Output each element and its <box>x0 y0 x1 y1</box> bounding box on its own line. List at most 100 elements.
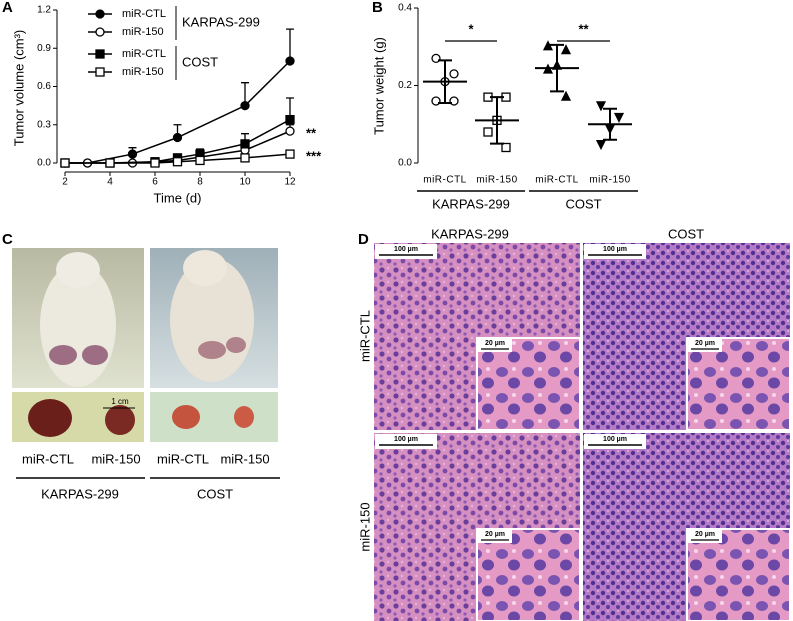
sd-bar <box>550 43 564 93</box>
marker <box>285 115 295 125</box>
category-label: miR-150 <box>589 175 630 186</box>
tumor <box>198 341 226 359</box>
y-tick-label: 0.3 <box>37 119 51 130</box>
y-axis-label: Tumor volume (cm³) <box>11 30 26 147</box>
marker <box>501 142 511 153</box>
marker <box>560 90 572 101</box>
y-tick-label: 0.0 <box>37 158 51 169</box>
legend-label: miR-CTL <box>122 8 166 20</box>
marker <box>285 56 295 66</box>
y-tick-label: 0.6 <box>37 81 51 92</box>
marker <box>240 139 250 149</box>
tumor <box>28 399 72 437</box>
marker <box>240 100 250 111</box>
category-label: miR-CTL <box>535 175 579 186</box>
tumor <box>82 345 108 365</box>
histology: 100 µm 20 µm 100 µm 20 µm 100 µm 20 µm 100 µm 2… <box>374 243 791 621</box>
scale-label: 20 µm <box>485 531 505 538</box>
marker <box>95 9 105 19</box>
tumor <box>226 337 246 353</box>
marker <box>595 139 607 151</box>
significance: ** <box>578 21 589 36</box>
category-label: miR-CTL <box>423 175 467 186</box>
marker <box>105 158 115 168</box>
marker <box>285 126 295 136</box>
group-label: KARPAS-299 <box>41 486 119 501</box>
x-tick-label: 4 <box>107 177 113 188</box>
group-label: COST <box>565 196 601 211</box>
group-label: KARPAS-299 <box>432 196 510 211</box>
marker <box>172 157 183 167</box>
annotation: *** <box>306 149 322 164</box>
panel-letter: D <box>358 231 369 248</box>
sample-label: miR-150 <box>91 451 140 466</box>
marker <box>172 132 183 143</box>
group-label: COST <box>197 486 233 501</box>
x-tick-label: 6 <box>152 177 158 188</box>
x-tick-label: 8 <box>197 177 203 188</box>
sd-bar <box>490 96 504 145</box>
sample-label: miR-CTL <box>157 451 209 466</box>
marker <box>560 44 572 55</box>
legend-label: miR-CTL <box>122 48 166 60</box>
tumor <box>49 345 77 365</box>
sample-label: miR-150 <box>220 451 269 466</box>
marker <box>240 153 250 163</box>
sd-bar <box>603 107 617 141</box>
sample-label: miR-CTL <box>22 451 74 466</box>
panel-letter: C <box>2 231 13 248</box>
scale-label: 100 µm <box>603 246 627 253</box>
marker <box>60 158 70 168</box>
inset-image <box>686 337 791 431</box>
scale-label: 20 µm <box>485 340 505 347</box>
scale-label: 100 µm <box>394 436 418 443</box>
marker <box>195 155 205 166</box>
marker <box>595 101 607 112</box>
column-label: KARPAS-299 <box>431 226 509 241</box>
marker <box>150 158 160 168</box>
x-tick-label: 10 <box>239 177 251 188</box>
y-tick-label: 0.2 <box>398 80 412 91</box>
y-tick-label: 0.4 <box>398 3 412 14</box>
category-label: miR-150 <box>476 175 517 186</box>
inset-image <box>476 337 581 431</box>
y-tick-label: 0.0 <box>398 158 412 169</box>
tumor <box>105 405 135 435</box>
legend-label: miR-150 <box>122 26 164 38</box>
mouse-head <box>183 250 227 286</box>
legend-label: miR-150 <box>122 66 164 78</box>
sd-bar <box>438 59 452 104</box>
legend-group: COST <box>182 54 218 69</box>
marker <box>127 149 138 159</box>
scale-label: 1 cm <box>111 397 129 406</box>
scale-label: 100 µm <box>603 436 627 443</box>
significance: * <box>468 21 474 36</box>
marker <box>613 112 625 123</box>
scale-label: 20 µm <box>695 531 715 538</box>
x-tick-label: 2 <box>62 177 68 188</box>
marker <box>449 69 459 79</box>
inset-image <box>686 528 791 621</box>
marker <box>285 149 295 159</box>
tumor-photo <box>150 392 278 442</box>
marker <box>95 67 105 77</box>
marker <box>95 27 105 37</box>
inset-image <box>476 528 581 621</box>
column-label: COST <box>668 226 704 241</box>
mouse-photos <box>12 248 280 479</box>
row-label: miR-150 <box>357 502 372 551</box>
panel-letter: A <box>2 0 13 16</box>
annotation: ** <box>306 126 317 141</box>
scale-label: 20 µm <box>695 340 715 347</box>
y-axis-label: Tumor weight (g) <box>371 37 386 135</box>
error-bar <box>286 28 294 61</box>
panel-letter: B <box>372 0 383 16</box>
legend-group: KARPAS-299 <box>182 14 260 29</box>
marker <box>95 49 105 59</box>
mouse-head <box>56 252 100 288</box>
x-axis-label: Time (d) <box>154 190 202 205</box>
marker <box>483 127 493 137</box>
y-tick-label: 1.2 <box>37 5 51 16</box>
